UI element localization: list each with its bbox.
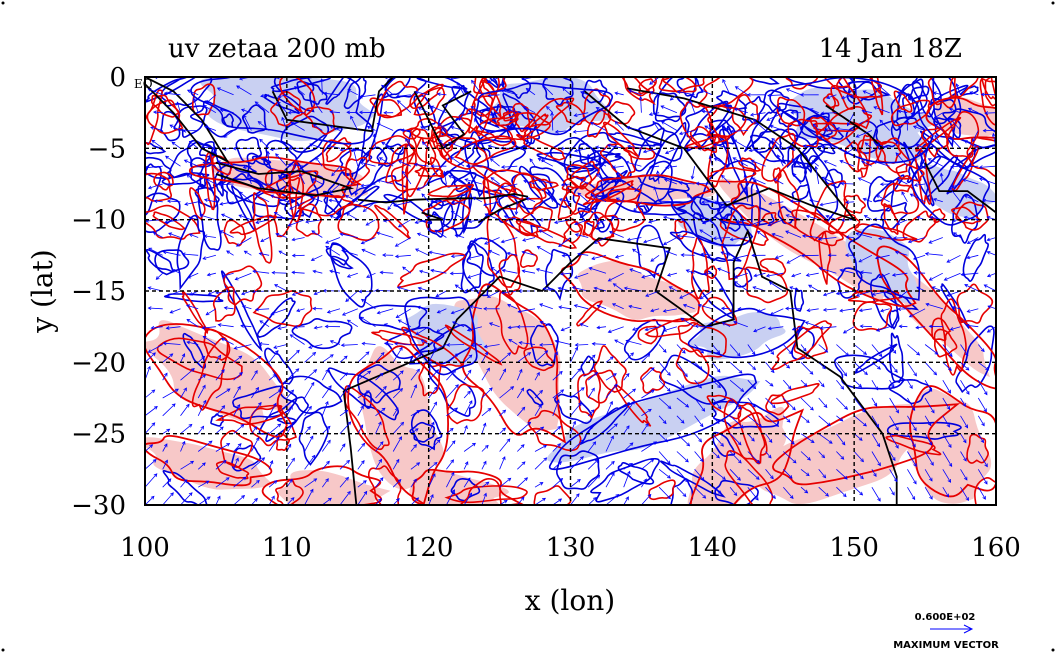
x-tick-label: 110 (262, 533, 312, 563)
y-tick-label: 0 (109, 63, 126, 93)
corner-dot (1, 1, 5, 5)
x-axis-label: x (lon) (525, 584, 615, 617)
max-vector-arrow-head (963, 624, 974, 634)
x-axis-ticks: 100 110 120 130 140 150 160 (120, 533, 1021, 563)
max-vector-text: MAXIMUM VECTOR (893, 640, 999, 651)
y-tick-label: −10 (71, 206, 126, 236)
max-vector-value: 0.600E+02 (915, 612, 976, 623)
equator-label: EQ (134, 77, 153, 91)
map-title: uv zetaa 200 mb (168, 34, 386, 64)
wind-vectors (145, 77, 996, 505)
y-tick-label: −30 (71, 491, 126, 521)
x-tick-label: 130 (546, 533, 596, 563)
plot-area (145, 77, 996, 505)
vorticity-contours (145, 77, 996, 505)
corner-dot (1, 648, 5, 652)
y-tick-label: −25 (71, 420, 126, 450)
x-tick-label: 150 (829, 533, 879, 563)
corner-dot (1051, 648, 1055, 652)
map-time-label: 14 Jan 18Z (819, 34, 962, 64)
plot-frame (144, 76, 997, 506)
y-tick-label: −5 (88, 134, 126, 164)
y-tick-label: −20 (71, 348, 126, 378)
lat-lon-grid (145, 77, 996, 505)
corner-dot (1051, 1, 1055, 5)
max-vector-legend: 0.600E+02 MAXIMUM VECTOR (893, 612, 999, 651)
x-tick-label: 100 (120, 533, 170, 563)
y-axis-label: y (lat) (26, 249, 59, 333)
y-axis-ticks: 0 −5 −10 −15 −20 −25 −30 (71, 63, 126, 521)
x-tick-label: 160 (971, 533, 1021, 563)
x-tick-label: 120 (404, 533, 454, 563)
x-tick-label: 140 (688, 533, 738, 563)
y-tick-label: −15 (71, 277, 126, 307)
